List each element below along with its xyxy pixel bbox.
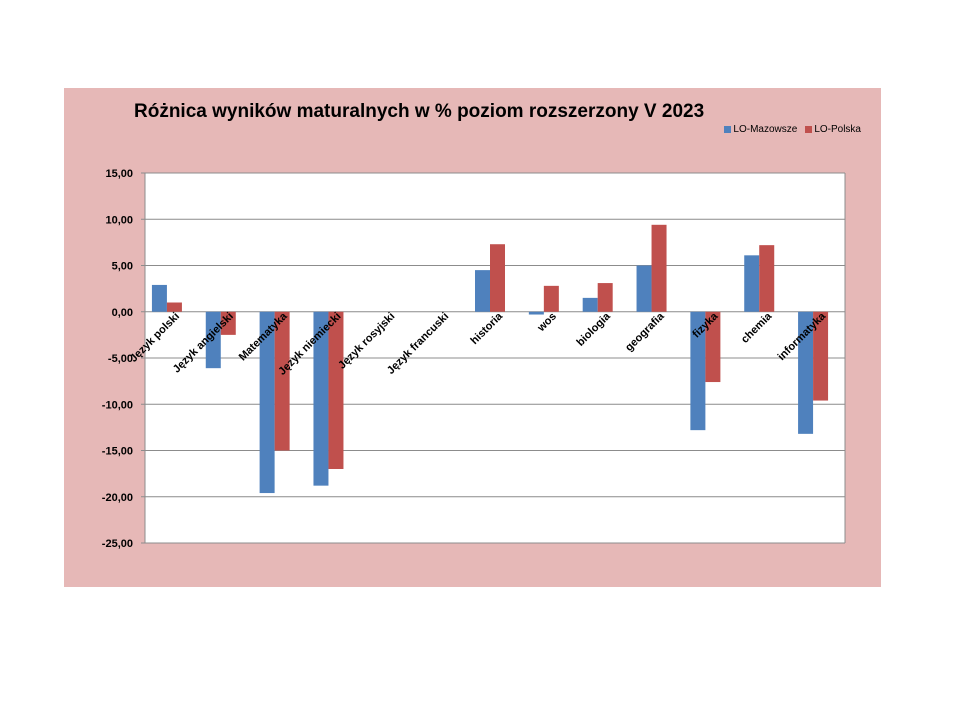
- y-tick-label: 5,00: [112, 261, 133, 273]
- y-tick-label: -15,00: [102, 446, 133, 458]
- bar-lo-polska: [705, 311, 721, 383]
- legend: LO-Mazowsze LO-Polska: [724, 124, 861, 135]
- legend-swatch-mazowsze: [724, 126, 732, 133]
- bar-lo-polska: [166, 302, 182, 312]
- bar-lo-polska: [543, 285, 559, 312]
- legend-label-polska: LO-Polska: [814, 124, 861, 135]
- legend-swatch-polska: [805, 126, 813, 133]
- y-tick-label: -25,00: [102, 538, 133, 550]
- chart-title: Różnica wyników maturalnych w % poziom r…: [134, 101, 705, 122]
- bar-lo-polska: [759, 245, 775, 312]
- bar-lo-polska: [813, 311, 829, 401]
- bar-lo-mazowsze: [205, 311, 221, 369]
- bar-lo-mazowsze: [259, 311, 275, 494]
- bar-lo-mazowsze: [798, 311, 814, 434]
- y-tick-label: 15,00: [105, 168, 133, 180]
- bar-lo-mazowsze: [582, 297, 598, 312]
- plot-area: 15,00 10,00 5,00 0,00 -5,00 -10,00 -15,00 -20,0…: [102, 168, 846, 550]
- bar-lo-polska: [490, 244, 505, 312]
- bar-lo-polska: [274, 311, 290, 451]
- bar-lo-polska: [651, 224, 667, 312]
- y-tick-label: -20,00: [102, 492, 133, 504]
- y-tick-label: -10,00: [102, 399, 133, 411]
- y-tick-label: 10,00: [105, 214, 133, 226]
- bar-lo-mazowsze: [528, 311, 544, 315]
- bar-lo-mazowsze: [313, 311, 329, 486]
- bar-lo-polska: [597, 283, 613, 312]
- bar-lo-polska: [220, 311, 236, 335]
- y-tick-label: 0,00: [112, 307, 133, 319]
- bar-lo-polska: [328, 311, 344, 469]
- legend-item-mazowsze: LO-Mazowsze: [724, 124, 797, 135]
- chart-area: 15,00 10,00 5,00 0,00 -5,00 -10,00 -15,00 -20,0…: [64, 88, 881, 587]
- bar-lo-mazowsze: [475, 270, 490, 312]
- legend-item-polska: LO-Polska: [805, 124, 861, 135]
- bar-lo-mazowsze: [690, 311, 706, 431]
- bar-lo-mazowsze: [151, 284, 167, 312]
- bar-lo-mazowsze: [744, 255, 760, 312]
- bar-lo-mazowsze: [636, 265, 652, 312]
- legend-label-mazowsze: LO-Mazowsze: [733, 124, 798, 135]
- y-tick-label: -5,00: [108, 353, 133, 365]
